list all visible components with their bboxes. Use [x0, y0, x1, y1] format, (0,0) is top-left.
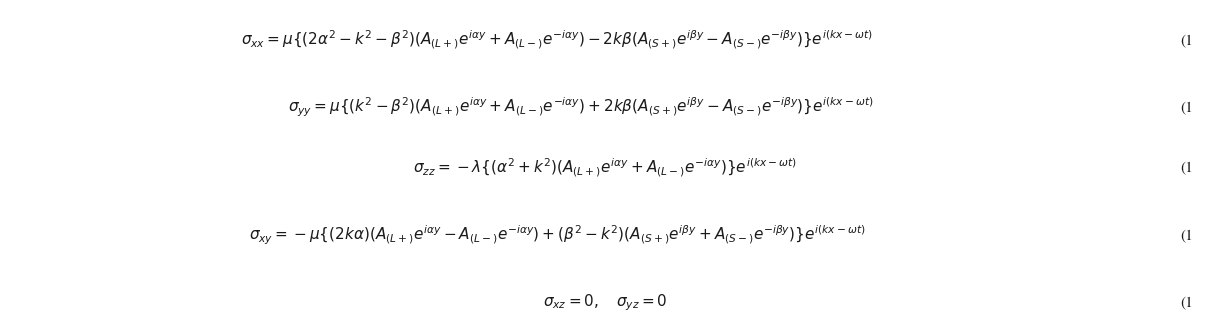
Text: $\sigma_{xx} = \mu\{(2\alpha^2 - k^2 - \beta^2)(A_{(L+)}e^{i\alpha y} + A_{(L-)}: $\sigma_{xx} = \mu\{(2\alpha^2 - k^2 - \… [241, 29, 873, 51]
Text: $\sigma_{zz} = -\lambda\{(\alpha^2 + k^2)(A_{(L+)}e^{i\alpha y} + A_{(L-)}e^{-i\: $\sigma_{zz} = -\lambda\{(\alpha^2 + k^2… [413, 157, 798, 179]
Text: $\sigma_{yy} = \mu\{(k^2 - \beta^2)(A_{(L+)}e^{i\alpha y} + A_{(L-)}e^{-i\alpha : $\sigma_{yy} = \mu\{(k^2 - \beta^2)(A_{(… [288, 96, 874, 119]
Text: (1: (1 [1181, 296, 1194, 309]
Text: $\sigma_{xz} = 0, \quad \sigma_{yz} = 0$: $\sigma_{xz} = 0, \quad \sigma_{yz} = 0$ [544, 292, 667, 313]
Text: (1: (1 [1181, 34, 1194, 47]
Text: (1: (1 [1181, 101, 1194, 114]
Text: $\sigma_{xy} = -\mu\{(2k\alpha)(A_{(L+)}e^{i\alpha y} - A_{(L-)}e^{-i\alpha y}) : $\sigma_{xy} = -\mu\{(2k\alpha)(A_{(L+)}… [248, 223, 866, 247]
Text: (1: (1 [1181, 161, 1194, 175]
Text: (1: (1 [1181, 228, 1194, 242]
